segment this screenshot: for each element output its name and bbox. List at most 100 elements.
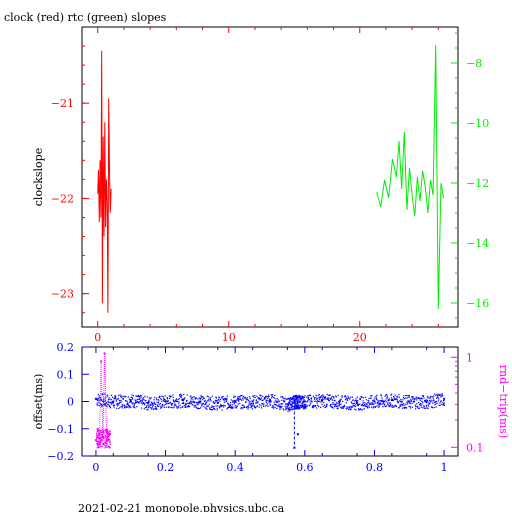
offset-sample	[397, 401, 399, 403]
offset-sample	[437, 394, 439, 396]
offset-sample	[167, 401, 169, 403]
offset-sample	[345, 408, 347, 410]
roundtrip-sample	[99, 430, 101, 432]
offset-sample	[338, 402, 341, 404]
offset-sample	[99, 399, 101, 401]
offset-sample	[346, 407, 348, 409]
offset-sample	[138, 398, 141, 400]
roundtrip-sample	[105, 439, 107, 441]
offset-sample	[435, 406, 437, 408]
x-tick-label: 0.4	[226, 461, 244, 474]
offset-sample	[223, 406, 225, 408]
roundtrip-sample	[99, 438, 101, 440]
offset-sample	[199, 397, 201, 399]
offset-sample	[321, 400, 323, 402]
offset-sample	[212, 406, 214, 408]
roundtrip-sample	[98, 437, 100, 439]
offset-sample	[358, 409, 360, 411]
offset-sample	[266, 399, 268, 401]
offset-sample	[191, 401, 193, 403]
offset-sample	[240, 395, 242, 397]
offset-sample	[430, 395, 432, 398]
offset-sample	[350, 407, 352, 409]
offset-sample	[235, 404, 237, 407]
offset-sample	[272, 394, 274, 396]
offset-sample	[420, 404, 422, 407]
offset-sample	[299, 396, 301, 398]
offset-sample	[220, 406, 222, 408]
offset-sample	[260, 405, 262, 407]
offset-sample	[199, 402, 201, 404]
offset-sample	[388, 406, 390, 408]
offset-sample	[129, 401, 131, 403]
offset-sample	[178, 403, 180, 405]
offset-sample	[235, 407, 237, 409]
offset-sample	[297, 400, 299, 402]
offset-sample	[248, 402, 250, 404]
offset-sample	[178, 406, 180, 408]
offset-sample	[243, 407, 245, 409]
offset-sample	[176, 407, 178, 409]
offset-sample	[153, 403, 155, 405]
offset-sample	[165, 403, 167, 405]
offset-sample	[324, 404, 326, 406]
offset-sample	[158, 396, 160, 398]
offset-sample	[125, 395, 127, 398]
offset-sample	[289, 400, 291, 403]
offset-sample	[180, 395, 182, 397]
offset-sample	[345, 399, 347, 401]
roundtrip-sample	[109, 447, 111, 449]
offset-sample	[276, 407, 278, 409]
offset-sample	[275, 401, 277, 403]
offset-sample	[242, 404, 244, 406]
offset-sample	[138, 401, 140, 403]
offset-sample	[258, 406, 260, 408]
offset-sample	[175, 398, 177, 400]
offset-sample	[250, 404, 252, 406]
offset-sample	[312, 406, 314, 408]
offset-sample	[175, 404, 177, 406]
offset-sample	[405, 403, 407, 405]
offset-sample	[151, 406, 154, 408]
offset-sample	[135, 402, 137, 404]
offset-sample	[268, 395, 270, 397]
offset-sample	[219, 398, 221, 400]
offset-sample	[327, 397, 329, 399]
offset-sample	[148, 399, 150, 401]
offset-sample	[416, 403, 418, 405]
offset-sample	[345, 402, 347, 404]
offset-sample	[120, 401, 122, 403]
offset-sample	[324, 396, 326, 398]
offset-sample	[201, 403, 203, 405]
offset-sample	[325, 406, 327, 408]
offset-sample	[251, 404, 253, 406]
offset-sample	[126, 406, 128, 408]
offset-sample	[177, 401, 179, 403]
y-tick-label: −22	[51, 192, 74, 205]
offset-sample	[402, 397, 404, 399]
roundtrip-sample	[107, 434, 109, 436]
offset-sample	[174, 404, 176, 406]
offset-sample	[293, 400, 295, 402]
offset-sample	[291, 401, 293, 403]
offset-sample	[287, 405, 289, 407]
offset-sample	[318, 400, 320, 403]
offset-sample	[265, 401, 267, 403]
offset-sample	[302, 403, 304, 405]
offset-sample	[145, 402, 148, 404]
offset-sample	[181, 402, 183, 404]
offset-sample	[273, 403, 275, 405]
offset-sample	[352, 403, 354, 405]
offset-sample	[136, 406, 138, 408]
offset-sample	[269, 403, 271, 405]
offset-sample	[376, 399, 378, 401]
roundtrip-sample	[105, 429, 107, 431]
offset-sample	[396, 399, 398, 401]
offset-sample	[329, 398, 332, 400]
roundtrip-sample	[97, 430, 99, 432]
offset-sample	[142, 402, 145, 404]
offset-sample	[111, 401, 113, 403]
offset-sample	[422, 407, 424, 409]
offset-sample	[354, 408, 356, 410]
offset-sample	[274, 394, 276, 397]
